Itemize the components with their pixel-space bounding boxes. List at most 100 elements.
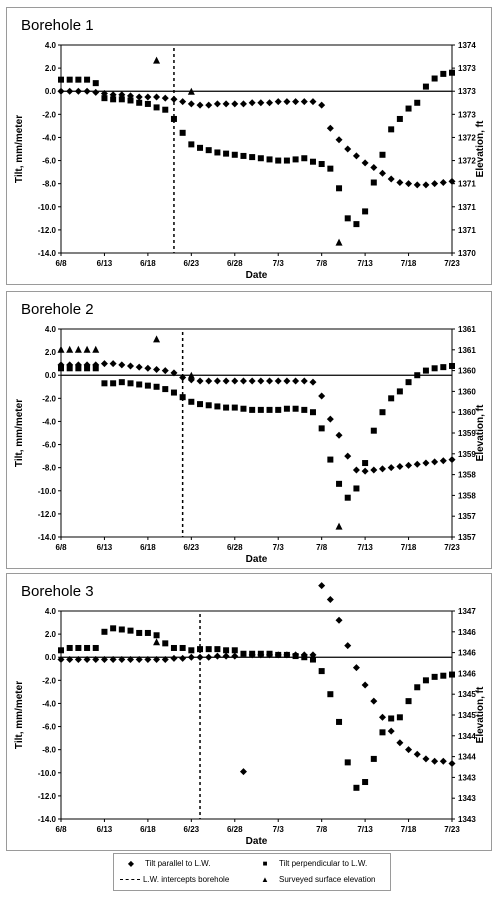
chart-title: Borehole 1 — [21, 17, 94, 34]
y2-tick-label: 1357 — [458, 533, 476, 542]
x-tick-label: 6/28 — [227, 543, 243, 552]
y-tick-label: -10.0 — [38, 487, 57, 496]
perpendicular-point — [223, 647, 230, 654]
surveyed-point — [153, 56, 161, 64]
x-tick-label: 7/18 — [401, 543, 417, 552]
perpendicular-point — [301, 406, 308, 413]
parallel-point — [387, 175, 395, 183]
x-tick-label: 7/13 — [357, 259, 373, 268]
parallel-point — [170, 95, 178, 103]
perpendicular-point — [449, 671, 455, 678]
chart-title: Borehole 2 — [21, 301, 94, 318]
parallel-point — [205, 653, 213, 661]
perpendicular-point — [301, 155, 308, 162]
x-tick-label: 6/18 — [140, 825, 156, 834]
parallel-point — [396, 739, 404, 747]
y2-tick-label: 1359 — [458, 450, 476, 459]
parallel-point — [300, 377, 308, 385]
perpendicular-point — [362, 779, 369, 786]
parallel-point — [231, 377, 239, 385]
parallel-point — [239, 768, 247, 776]
y-tick-label: -8.0 — [42, 464, 56, 473]
perpendicular-point — [318, 668, 325, 675]
perpendicular-point — [405, 105, 412, 112]
perpendicular-point — [292, 156, 299, 163]
parallel-point — [179, 654, 187, 662]
parallel-point — [66, 656, 74, 664]
legend-label-parallel: Tilt parallel to L.W. — [145, 859, 211, 868]
x-tick-label: 6/13 — [97, 825, 113, 834]
parallel-point — [153, 93, 161, 101]
parallel-point — [309, 651, 317, 659]
perpendicular-point — [162, 106, 169, 113]
perpendicular-point — [353, 485, 360, 492]
parallel-point — [344, 452, 352, 460]
perpendicular-point — [249, 154, 256, 161]
surveyed-point — [92, 345, 100, 353]
perpendicular-point — [144, 629, 151, 636]
parallel-point — [127, 362, 135, 370]
perpendicular-point — [396, 388, 403, 395]
perpendicular-point — [257, 155, 264, 162]
perpendicular-point — [162, 386, 169, 393]
perpendicular-point — [75, 644, 82, 651]
perpendicular-point — [58, 76, 64, 83]
perpendicular-point — [336, 718, 343, 725]
diamond-marker-icon: ◆ — [127, 859, 135, 868]
perpendicular-point — [58, 647, 64, 654]
y2-axis-title: Elevation, ft — [475, 404, 486, 461]
y2-tick-label: 1344 — [458, 732, 476, 741]
y-tick-label: 0.0 — [45, 371, 57, 380]
x-tick-label: 7/3 — [273, 825, 285, 834]
perpendicular-point — [362, 208, 369, 215]
parallel-point — [335, 616, 343, 624]
y-tick-label: -2.0 — [42, 676, 56, 685]
parallel-point — [196, 377, 204, 385]
parallel-point — [239, 377, 247, 385]
perpendicular-point — [336, 185, 343, 192]
parallel-point — [387, 727, 395, 735]
perpendicular-point — [440, 70, 447, 77]
y2-tick-label: 1343 — [458, 794, 476, 803]
perpendicular-point — [127, 627, 134, 634]
y2-tick-label: 1361 — [458, 325, 476, 334]
surveyed-point — [187, 371, 195, 379]
y-tick-label: 4.0 — [45, 41, 57, 50]
legend-item-intercept: L.W. intercepts borehole — [120, 875, 229, 884]
perpendicular-point — [101, 628, 108, 635]
parallel-point — [109, 360, 117, 368]
parallel-point — [352, 466, 360, 474]
surveyed-point — [57, 345, 65, 353]
parallel-point — [222, 652, 230, 660]
legend-item-surveyed: ▲ Surveyed surface elevation — [254, 875, 375, 884]
parallel-point — [292, 98, 300, 106]
perpendicular-point — [388, 126, 395, 133]
y2-tick-label: 1371 — [458, 226, 476, 235]
parallel-point — [248, 377, 256, 385]
parallel-point — [326, 124, 334, 132]
parallel-point — [187, 653, 195, 661]
perpendicular-point — [179, 644, 186, 651]
x-tick-label: 6/28 — [227, 825, 243, 834]
perpendicular-point — [440, 672, 447, 679]
parallel-point — [318, 392, 326, 400]
parallel-point — [222, 377, 230, 385]
parallel-point — [248, 651, 256, 659]
y2-tick-label: 1346 — [458, 669, 476, 678]
parallel-point — [109, 91, 117, 99]
y-tick-label: -6.0 — [42, 723, 56, 732]
perpendicular-point — [188, 647, 195, 654]
perpendicular-point — [344, 215, 351, 222]
parallel-point — [300, 98, 308, 106]
parallel-point — [361, 467, 369, 475]
y-tick-label: 2.0 — [45, 348, 57, 357]
y2-tick-label: 1343 — [458, 815, 476, 824]
parallel-point — [274, 98, 282, 106]
parallel-point — [83, 87, 91, 95]
parallel-point — [309, 378, 317, 386]
perpendicular-point — [414, 99, 421, 106]
parallel-point — [300, 651, 308, 659]
parallel-point — [231, 100, 239, 108]
chart-svg: Borehole 2 -14.0 -12.0 -10.0 -8.0 -6.0 -4.0 -2.… — [14, 301, 486, 565]
borehole-1-chart-panel: Borehole 1 -14.0 -12.0 -10.0 -8.0 -6.0 -4.0 -2.… — [6, 7, 492, 285]
